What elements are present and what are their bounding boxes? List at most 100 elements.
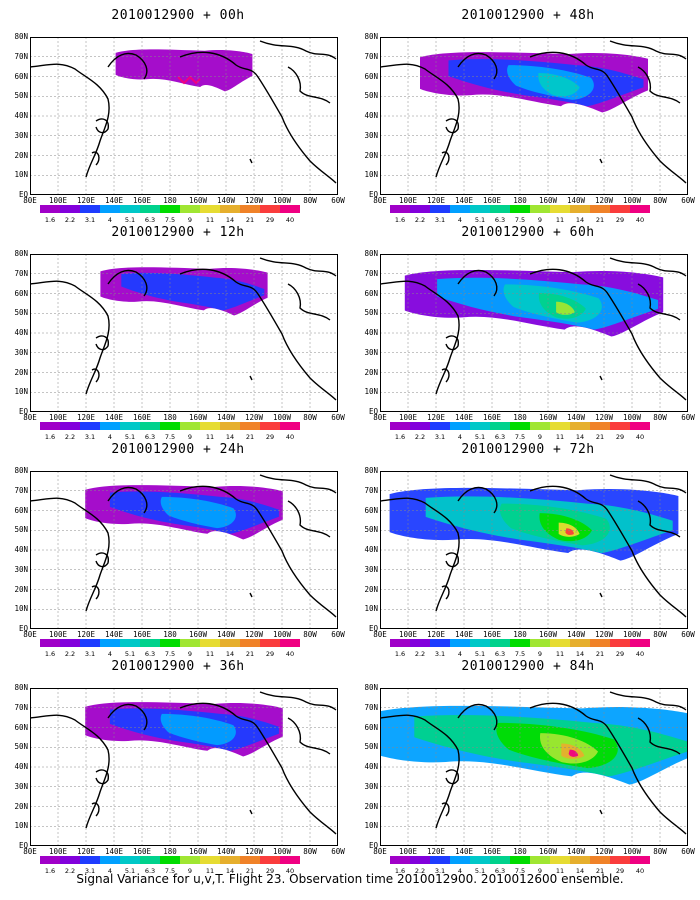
longitude-label: 180 xyxy=(513,413,527,422)
longitude-label: 140W xyxy=(216,847,236,856)
colorbar-swatch xyxy=(120,205,140,213)
coastline xyxy=(249,592,253,598)
colorbar-swatch xyxy=(530,856,550,864)
colorbar-label: 2.2 xyxy=(414,433,426,441)
colorbar-label: 11 xyxy=(555,867,565,875)
colorbar-label: 3.1 xyxy=(84,650,96,658)
colorbar-label: 11 xyxy=(205,216,215,224)
latitude-label: 60N xyxy=(14,505,28,515)
longitude-label: 60W xyxy=(681,196,695,205)
longitude-label: 140W xyxy=(566,630,586,639)
latitude-label: 10N xyxy=(14,604,28,614)
colorbar-label: 14 xyxy=(575,867,585,875)
longitude-label: 140W xyxy=(566,196,586,205)
longitude-label: 120W xyxy=(244,847,264,856)
panel-title: 2010012900 + 12h xyxy=(111,225,245,240)
colorbar-label: 6.3 xyxy=(494,216,506,224)
longitude-label: 160W xyxy=(188,413,208,422)
latitude-label: 40N xyxy=(14,762,28,771)
latitude-label: 80N xyxy=(364,32,378,41)
colorbar-swatch xyxy=(200,639,220,647)
latitude-label: 40N xyxy=(364,762,378,771)
colorbar-swatch xyxy=(260,856,280,864)
latitude-label: 70N xyxy=(14,702,28,712)
latitude-label: 70N xyxy=(14,51,28,61)
colorbar-swatch xyxy=(260,422,280,430)
latitude-label: EQ xyxy=(368,407,378,416)
latitude-label: 20N xyxy=(14,801,28,811)
colorbar-swatch xyxy=(80,856,100,864)
colorbar-swatch xyxy=(550,856,570,864)
latitude-label: 20N xyxy=(14,367,28,377)
longitude-label: 180 xyxy=(513,847,527,856)
panel-title: 2010012900 + 60h xyxy=(461,225,595,240)
latitude-label: 50N xyxy=(364,308,378,318)
longitude-label: 100W xyxy=(272,196,292,205)
latitude-label: 10N xyxy=(14,821,28,831)
longitude-label: 60W xyxy=(681,630,695,639)
latitude-label: 30N xyxy=(364,781,378,791)
colorbar-label: 21 xyxy=(245,433,255,441)
colorbar-label: 2.2 xyxy=(64,216,76,224)
colorbar-swatch xyxy=(590,205,610,213)
longitude-label: 80W xyxy=(653,847,667,856)
longitude-label: 120W xyxy=(244,196,264,205)
colorbar-label: 6.3 xyxy=(144,433,156,441)
colorbar-swatch xyxy=(590,639,610,647)
latitude-label: EQ xyxy=(368,841,378,850)
colorbar-label: 6.3 xyxy=(494,650,506,658)
latitude-label: 40N xyxy=(14,328,28,337)
longitude-label: 140E xyxy=(454,847,474,856)
colorbar-swatch xyxy=(530,639,550,647)
coastline xyxy=(445,552,460,568)
longitude-label: 140W xyxy=(566,847,586,856)
colorbar-swatch xyxy=(510,856,530,864)
panel-84h: 2010012900 + 84h 80N 70N 60N 50N 40N 30N 20N 10N… xyxy=(358,653,698,875)
longitude-label: 120E xyxy=(76,847,96,856)
longitude-label: 160W xyxy=(188,630,208,639)
latitude-label: 20N xyxy=(364,801,378,811)
colorbar-label: 4 xyxy=(457,433,463,441)
coastline xyxy=(599,809,603,815)
colorbar-swatch xyxy=(430,205,450,213)
colorbar-label: 5.1 xyxy=(474,867,486,875)
colorbar-swatch xyxy=(40,422,60,430)
variance-map xyxy=(30,471,338,629)
colorbar-label: 6.3 xyxy=(494,867,506,875)
variance-contour xyxy=(115,49,253,92)
latitude-label: 70N xyxy=(14,268,28,278)
colorbar-label: 3.1 xyxy=(434,433,446,441)
coastline xyxy=(91,151,100,166)
colorbar-swatch xyxy=(430,856,450,864)
latitude-label: 80N xyxy=(14,249,28,258)
longitude-label: 60W xyxy=(331,196,345,205)
coastline xyxy=(95,118,110,134)
colorbar-swatch xyxy=(280,856,300,864)
latitude-label: 70N xyxy=(364,702,378,712)
colorbar-swatch xyxy=(490,422,510,430)
colorbar-label: 29 xyxy=(265,433,275,441)
colorbar-swatch xyxy=(390,639,410,647)
longitude-label: 160E xyxy=(482,630,502,639)
colorbar-swatch xyxy=(100,205,120,213)
colorbar-swatch xyxy=(530,422,550,430)
map-plot xyxy=(380,254,688,412)
coastline xyxy=(457,703,498,731)
coastline xyxy=(609,40,687,60)
variance-map xyxy=(30,37,338,195)
coastline xyxy=(107,269,148,297)
longitude-label: 160E xyxy=(482,196,502,205)
colorbar-swatch xyxy=(490,205,510,213)
colorbar-swatch xyxy=(550,639,570,647)
latitude-label: 80N xyxy=(364,683,378,692)
colorbar-label: 29 xyxy=(615,433,625,441)
colorbar-swatch xyxy=(280,639,300,647)
colorbar-swatch xyxy=(220,422,240,430)
coastline xyxy=(609,691,687,711)
coastline xyxy=(259,474,337,494)
colorbar-swatch xyxy=(610,422,630,430)
longitude-label: 160W xyxy=(538,847,558,856)
colorbar-label: 3.1 xyxy=(84,867,96,875)
latitude-label: 20N xyxy=(14,150,28,160)
colorbar-swatch xyxy=(280,205,300,213)
